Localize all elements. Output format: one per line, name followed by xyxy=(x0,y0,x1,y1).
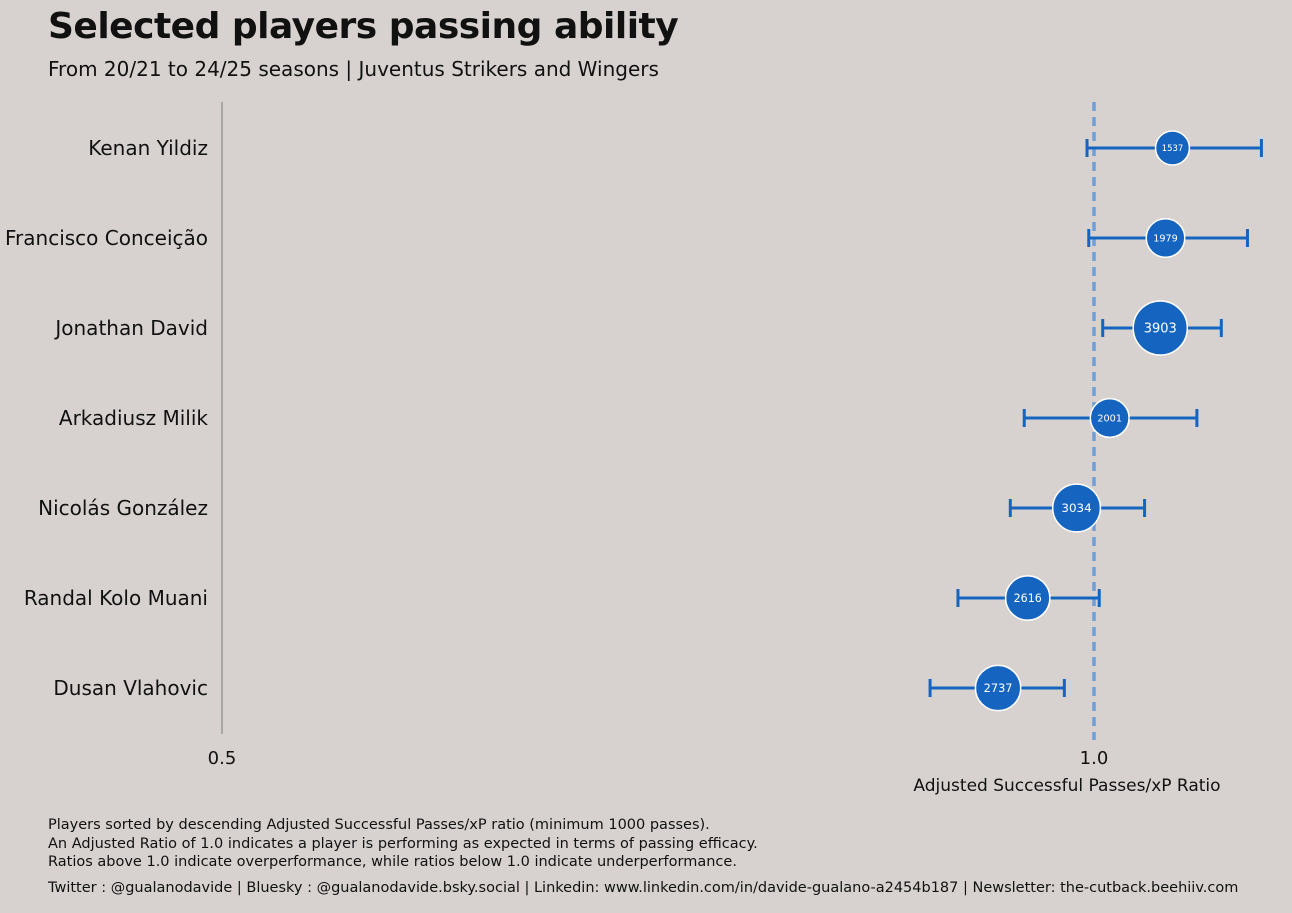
chart-title: Selected players passing ability xyxy=(48,6,679,47)
player-marker xyxy=(1154,130,1191,166)
x-tick-label: 1.0 xyxy=(1080,748,1109,769)
player-marker xyxy=(1089,397,1130,439)
player-label: Jonathan David xyxy=(53,316,208,340)
passes-label: 2001 xyxy=(1097,413,1122,424)
passes-label: 2737 xyxy=(984,681,1013,695)
passes-label: 3903 xyxy=(1144,322,1177,337)
player-marker xyxy=(1132,300,1189,356)
passes-label: 1537 xyxy=(1162,143,1184,153)
footnote-line: Players sorted by descending Adjusted Su… xyxy=(48,817,710,833)
credits: Twitter : @gualanodavide | Bluesky : @gu… xyxy=(48,880,1239,896)
passes-label: 3034 xyxy=(1061,501,1091,515)
player-label: Nicolás González xyxy=(38,496,208,520)
passes-label: 2616 xyxy=(1014,592,1042,605)
player-marker xyxy=(1145,217,1186,259)
player-marker xyxy=(1051,483,1102,533)
player-label: Arkadiusz Milik xyxy=(59,406,209,430)
player-label: Dusan Vlahovic xyxy=(53,676,208,700)
footnote-line: Ratios above 1.0 indicate overperformanc… xyxy=(48,854,737,870)
player-marker xyxy=(1004,575,1051,621)
x-axis-label: Adjusted Successful Passes/xP Ratio xyxy=(913,776,1220,796)
footnote-line: An Adjusted Ratio of 1.0 indicates a pla… xyxy=(48,835,758,852)
chart-subtitle: From 20/21 to 24/25 seasons | Juventus S… xyxy=(48,57,659,81)
player-label: Francisco Conceição xyxy=(5,226,208,250)
x-tick-label: 0.5 xyxy=(208,748,237,769)
footnotes: Players sorted by descending Adjusted Su… xyxy=(48,816,758,872)
player-label: Kenan Yildiz xyxy=(88,136,208,160)
passes-label: 1979 xyxy=(1153,233,1178,244)
player-marker xyxy=(974,664,1022,712)
player-label: Randal Kolo Muani xyxy=(24,586,208,610)
